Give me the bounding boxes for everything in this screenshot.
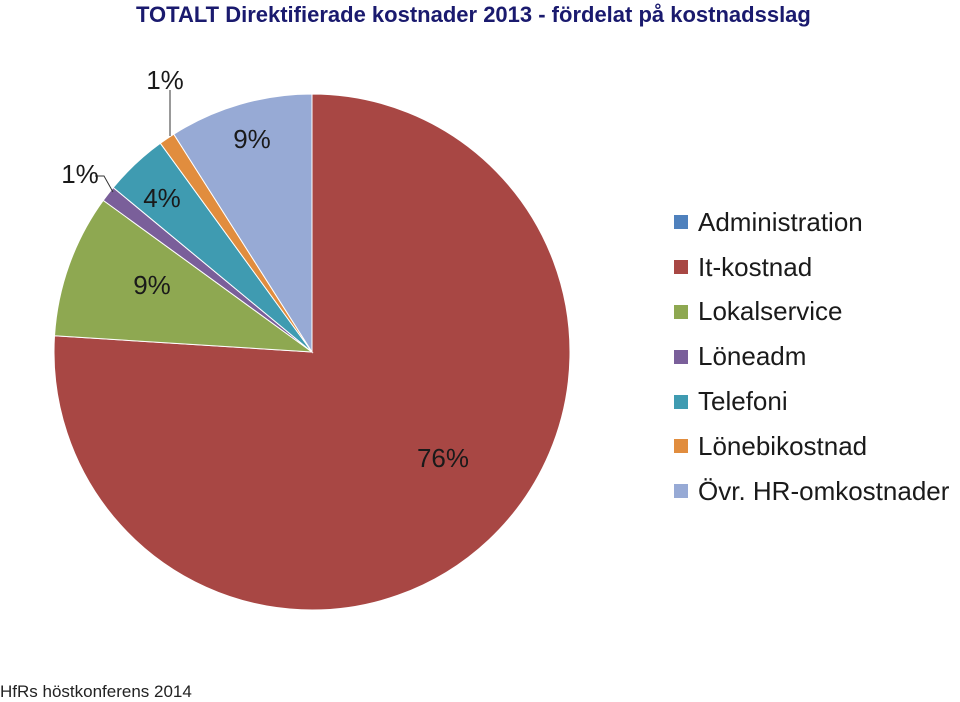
legend-label-lonebikostnad: Lönebikostnad bbox=[698, 430, 868, 461]
footer-text: HfRs höstkonferens 2014 bbox=[0, 682, 192, 701]
pie-slice-lokalservice bbox=[53, 199, 314, 353]
legend-item-lonebikostnad: Lönebikostnad bbox=[674, 424, 949, 469]
legend-label-loneadm: Löneadm bbox=[698, 341, 807, 372]
legend-swatch-telefoni bbox=[674, 394, 688, 409]
chart-legend: Administration It-kostnad Lokalservice Löne… bbox=[674, 200, 949, 514]
legend-swatch-it-kostnad bbox=[674, 260, 688, 275]
chart-title: TOTALT Direktifierade kostnader 2013 - f… bbox=[136, 2, 811, 27]
data-label-loneadm: 1% bbox=[61, 159, 99, 189]
legend-item-loneadm: Löneadm bbox=[674, 334, 949, 379]
legend-swatch-administration bbox=[674, 215, 688, 230]
legend-label-administration: Administration bbox=[698, 206, 863, 237]
data-label-telefoni: 4% bbox=[143, 183, 181, 213]
legend-item-administration: Administration bbox=[674, 200, 949, 245]
data-label-ovr-hr-omkostnader: 9% bbox=[233, 124, 271, 154]
legend-item-it-kostnad: It-kostnad bbox=[674, 245, 949, 290]
legend-label-telefoni: Telefoni bbox=[698, 386, 788, 417]
legend-swatch-lonebikostnad bbox=[674, 439, 688, 454]
legend-label-ovr-hr-omkostnader: Övr. HR-omkostnader bbox=[698, 475, 950, 506]
legend-swatch-lokalservice bbox=[674, 304, 688, 319]
legend-item-lokalservice: Lokalservice bbox=[674, 290, 949, 335]
legend-swatch-loneadm bbox=[674, 349, 688, 364]
data-label-lonebikostnad: 1% bbox=[146, 65, 184, 95]
pie-slice-it-kostnad bbox=[53, 93, 571, 611]
legend-label-it-kostnad: It-kostnad bbox=[698, 251, 813, 282]
data-label-it-kostnad: 76% bbox=[417, 443, 469, 473]
legend-item-ovr-hr-omkostnader: Övr. HR-omkostnader bbox=[674, 469, 949, 514]
legend-label-lokalservice: Lokalservice bbox=[698, 296, 843, 327]
legend-swatch-ovr-hr-omkostnader bbox=[674, 484, 688, 499]
data-label-lokalservice: 9% bbox=[133, 270, 171, 300]
legend-item-telefoni: Telefoni bbox=[674, 379, 949, 424]
pie-slice-ovr-hr-omkostnader bbox=[173, 93, 313, 354]
leader-line-loneadm bbox=[95, 175, 114, 193]
